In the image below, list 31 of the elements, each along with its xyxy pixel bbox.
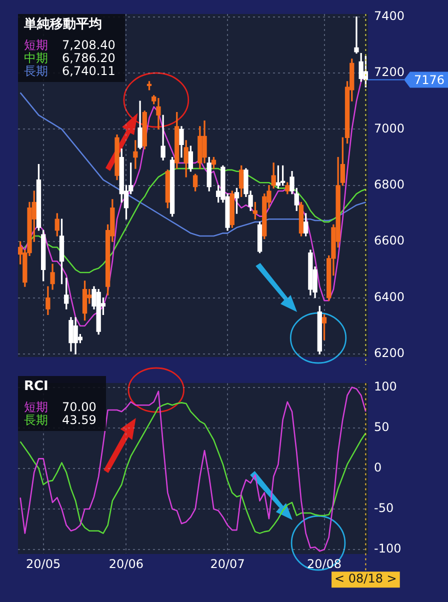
- text: 短期: [24, 400, 49, 414]
- annotation: 6,786.20: [62, 51, 116, 65]
- y-tick-label: 100: [374, 379, 397, 394]
- y-tick-label: 6800: [374, 178, 405, 192]
- annotation: 6,740.11: [62, 64, 116, 78]
- y-tick-label: 7200: [374, 65, 405, 80]
- y-tick-label: 6200: [374, 346, 405, 360]
- annotation: 70.00: [62, 400, 96, 414]
- series-label: 長期: [24, 413, 49, 427]
- y-tick-label: 7400: [374, 8, 405, 23]
- x-tick-label: 20/07: [210, 556, 245, 571]
- y-tick-label: 6400: [374, 290, 405, 304]
- y-tick-label: 6600: [374, 234, 405, 248]
- y-tick-label: 50: [374, 420, 390, 434]
- y-tick-label: 0: [374, 460, 382, 475]
- y-tick-label: -50: [374, 501, 394, 516]
- annotation: 7,208.40: [62, 38, 116, 52]
- chart-title: 単純移動平均: [24, 17, 103, 32]
- candlestick: [354, 16, 359, 54]
- text: 短期: [24, 38, 49, 52]
- y-tick-label: -100: [374, 542, 402, 556]
- series-label: 長期: [24, 64, 49, 78]
- candlestick: [133, 140, 138, 169]
- x-tick-label: < 08/18 >: [334, 572, 397, 586]
- x-tick-label: 20/06: [108, 556, 144, 571]
- annotation: 7176: [414, 72, 445, 87]
- text: 中期: [24, 51, 49, 65]
- x-tick-label: 20/05: [26, 556, 61, 571]
- y-tick-label: 7000: [374, 121, 405, 136]
- chart-title: RCI: [24, 379, 50, 394]
- annotation: 43.59: [62, 413, 96, 427]
